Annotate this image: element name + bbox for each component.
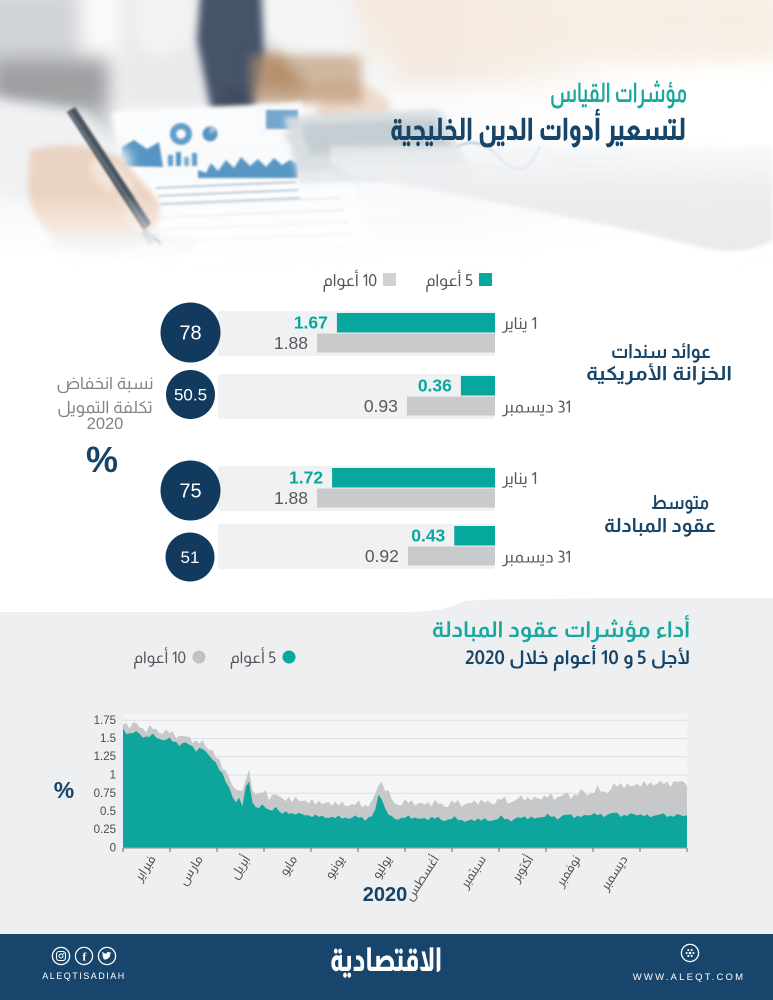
svg-text:0.43: 0.43: [411, 526, 445, 546]
svg-text:0.25: 0.25: [94, 824, 116, 836]
svg-text:1.25: 1.25: [94, 751, 116, 763]
svg-text:0.75: 0.75: [94, 788, 116, 800]
svg-text:78: 78: [179, 323, 201, 345]
svg-text:f: f: [82, 950, 87, 964]
svg-text:1.5: 1.5: [100, 733, 116, 745]
svg-text:1.67: 1.67: [294, 313, 328, 333]
svg-text:51: 51: [181, 548, 200, 567]
svg-text:2020: 2020: [87, 415, 124, 433]
svg-text:ALEQTISADIAH: ALEQTISADIAH: [42, 971, 126, 981]
svg-text:1: 1: [110, 770, 116, 782]
svg-text:50.5: 50.5: [174, 385, 207, 404]
svg-text:1.75: 1.75: [94, 715, 116, 727]
svg-text:0.92: 0.92: [365, 546, 399, 566]
svg-text:%: %: [54, 777, 74, 803]
svg-text:0.5: 0.5: [100, 806, 116, 818]
svg-text:%: %: [86, 439, 118, 480]
svg-text:0.93: 0.93: [364, 396, 398, 416]
svg-text:1.88: 1.88: [274, 488, 308, 508]
svg-text:0.36: 0.36: [418, 376, 452, 396]
svg-text:1.88: 1.88: [274, 333, 308, 353]
svg-text:0: 0: [110, 843, 116, 855]
svg-text:75: 75: [179, 481, 201, 503]
svg-text:2020: 2020: [363, 884, 408, 906]
svg-text:WWW.ALEQT.COM: WWW.ALEQT.COM: [633, 972, 746, 983]
svg-text:1.72: 1.72: [289, 468, 323, 488]
